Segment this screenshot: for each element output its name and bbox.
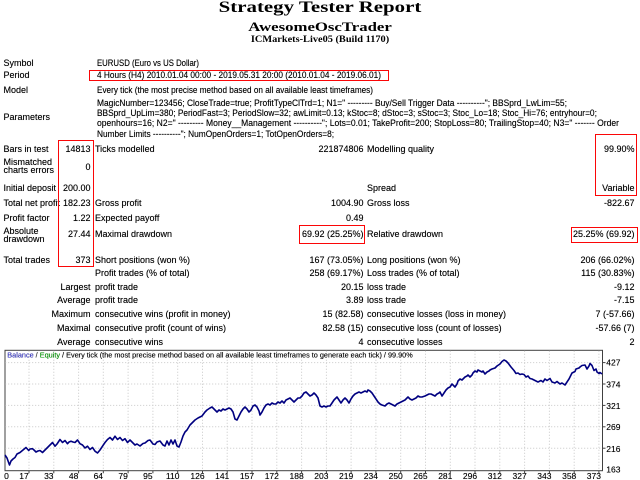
svg-text:219: 219	[339, 471, 353, 480]
svg-text:172: 172	[265, 471, 279, 480]
svg-text:216: 216	[606, 444, 620, 454]
svg-text:0: 0	[4, 471, 9, 480]
svg-text:373: 373	[587, 471, 601, 480]
svg-text:64: 64	[94, 471, 104, 480]
svg-text:188: 188	[290, 471, 304, 480]
svg-text:281: 281	[438, 471, 452, 480]
svg-text:33: 33	[44, 471, 54, 480]
svg-text:Balance / Equity / Every tick: Balance / Equity / Every tick (the most …	[7, 350, 413, 359]
svg-text:141: 141	[215, 471, 229, 480]
svg-text:327: 327	[513, 471, 527, 480]
svg-text:95: 95	[143, 471, 153, 480]
svg-text:358: 358	[562, 471, 576, 480]
svg-text:163: 163	[606, 465, 620, 475]
svg-text:374: 374	[606, 379, 620, 389]
svg-text:157: 157	[240, 471, 254, 480]
svg-text:203: 203	[314, 471, 328, 480]
svg-text:250: 250	[389, 471, 403, 480]
svg-text:234: 234	[364, 471, 378, 480]
svg-text:312: 312	[488, 471, 502, 480]
svg-text:343: 343	[537, 471, 551, 480]
svg-text:110: 110	[166, 471, 180, 480]
svg-text:321: 321	[606, 401, 620, 411]
svg-text:296: 296	[463, 471, 477, 480]
svg-text:427: 427	[606, 357, 620, 367]
svg-text:265: 265	[413, 471, 427, 480]
svg-text:79: 79	[118, 471, 128, 480]
svg-text:17: 17	[19, 471, 29, 480]
svg-text:269: 269	[606, 422, 620, 432]
svg-text:48: 48	[69, 471, 79, 480]
svg-text:126: 126	[190, 471, 204, 480]
